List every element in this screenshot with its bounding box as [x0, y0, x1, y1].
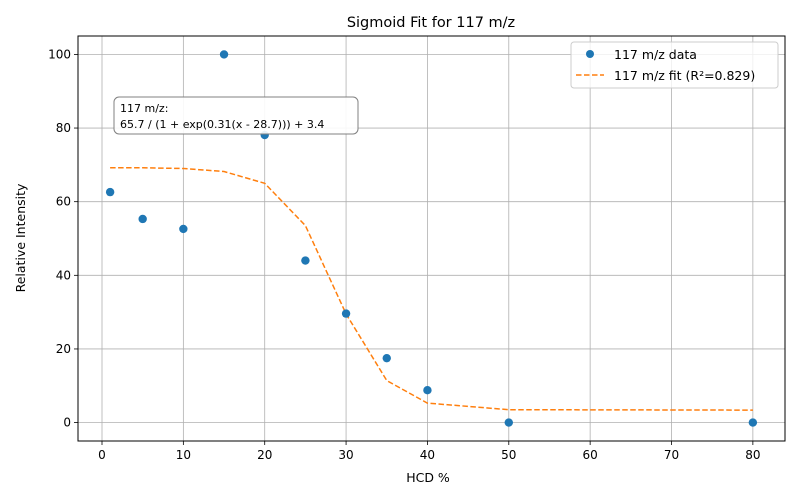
x-tick-label: 20	[257, 448, 272, 462]
equation-annotation: 117 m/z: 65.7 / (1 + exp(0.31(x - 28.7))…	[113, 96, 359, 135]
annotation-frame	[113, 96, 359, 135]
legend-marker-data	[586, 50, 594, 58]
series-layer	[105, 50, 758, 427]
y-tick-label: 80	[56, 121, 71, 135]
data-point	[179, 224, 188, 234]
data-point	[105, 187, 115, 197]
y-tick-label: 20	[56, 342, 71, 356]
tick-layer: 0 10 20 30 40 50 60 70 80 0 20 40 60 80 100	[48, 47, 760, 462]
data-point	[219, 50, 229, 59]
plot-frame	[77, 35, 786, 442]
fit-line	[110, 167, 753, 411]
legend-label-data: 117 m/z data	[614, 47, 697, 62]
legend: 117 m/z data 117 m/z fit (R²=0.829)	[570, 41, 779, 89]
x-tick-label: 50	[501, 448, 516, 462]
data-point	[423, 385, 432, 395]
data-point	[382, 353, 391, 363]
x-tick-label: 0	[98, 448, 106, 462]
x-tick-label: 40	[420, 448, 435, 462]
annotation-line-1: 117 m/z:	[120, 102, 168, 115]
data-point	[748, 418, 758, 427]
legend-frame	[570, 41, 779, 89]
data-point	[301, 256, 310, 265]
y-tick-label: 60	[56, 195, 71, 209]
chart-title: Sigmoid Fit for 117 m/z	[347, 15, 515, 31]
legend-label-fit: 117 m/z fit (R²=0.829)	[614, 68, 755, 83]
y-axis-title: Relative Intensity	[13, 183, 28, 292]
data-point	[504, 418, 513, 427]
x-axis-title: HCD %	[406, 470, 450, 485]
x-tick-label: 70	[664, 448, 679, 462]
y-tick-label: 100	[48, 47, 71, 61]
x-tick-label: 10	[176, 448, 191, 462]
data-point	[138, 214, 147, 224]
annotation-line-2: 65.7 / (1 + exp(0.31(x - 28.7))) + 3.4	[120, 118, 324, 131]
x-tick-label: 80	[745, 448, 760, 462]
data-point	[341, 309, 351, 318]
y-tick-label: 40	[56, 268, 71, 282]
grid-layer	[78, 36, 785, 441]
x-tick-label: 30	[338, 448, 353, 462]
x-tick-label: 60	[583, 448, 598, 462]
y-tick-label: 0	[63, 416, 71, 430]
